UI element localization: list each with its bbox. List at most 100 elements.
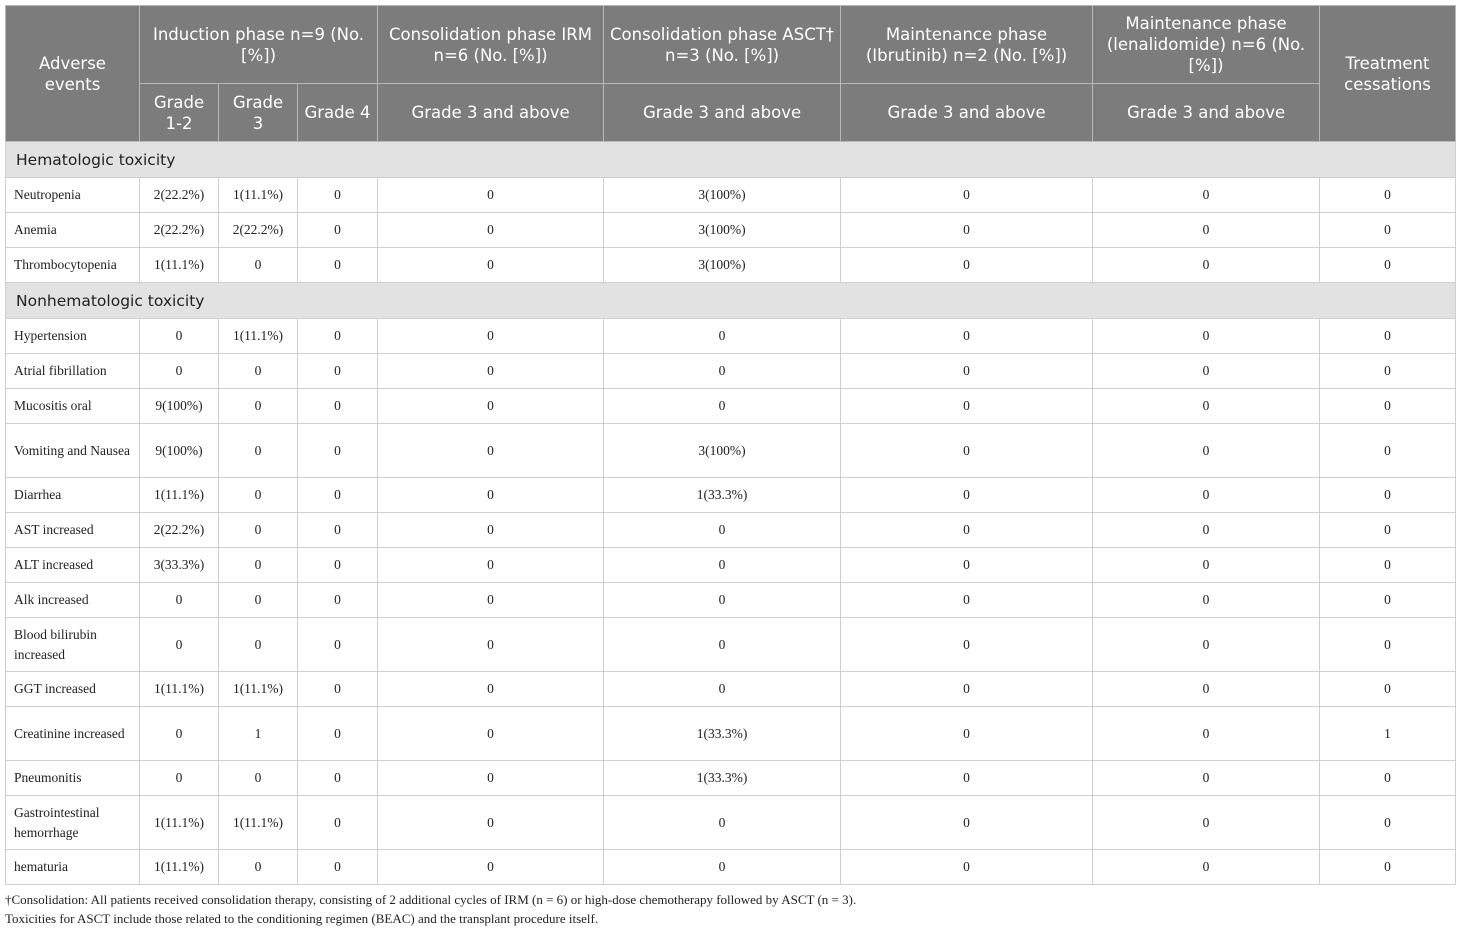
table-cell: 0	[1092, 671, 1321, 707]
table-cell: 1(11.1%)	[139, 849, 219, 885]
table-cell: 0	[296, 177, 379, 213]
table-body: Hematologic toxicity Neutropenia 2(22.2%) 1…	[4, 141, 1457, 885]
table-cell: 0	[377, 582, 605, 618]
table-cell: 0	[840, 582, 1094, 618]
header-adverse-events: Adverse events	[5, 5, 140, 142]
table-cell: 0	[1092, 477, 1321, 513]
adverse-event-name: Hypertension	[5, 318, 140, 354]
table-row: Vomiting and Nausea 9(100%) 0 0 0 3(100%) 0 0 0	[5, 423, 1457, 478]
table-cell: 3(100%)	[603, 177, 842, 213]
table-cell: 0	[377, 353, 605, 389]
table-cell: 0	[1319, 760, 1457, 796]
adverse-event-name: ALT increased	[5, 547, 140, 583]
table-cell: 0	[1319, 353, 1457, 389]
header-grade-1-2: Grade 1-2	[139, 83, 219, 142]
table-cell: 0	[218, 849, 298, 885]
table-cell: 0	[603, 849, 842, 885]
table-cell: 0	[296, 423, 379, 478]
table-cell: 0	[377, 795, 605, 850]
table-cell: 0	[1092, 547, 1321, 583]
table-cell: 0	[296, 477, 379, 513]
header-irm-grade-3-above: Grade 3 and above	[377, 83, 605, 142]
table-cell: 0	[840, 706, 1094, 761]
section-title: Hematologic toxicity	[4, 141, 1457, 178]
table-cell: 0	[1092, 760, 1321, 796]
section-row: Hematologic toxicity	[4, 141, 1457, 178]
table-cell: 1(33.3%)	[603, 706, 842, 761]
table-cell: 0	[296, 212, 379, 248]
footnote-consolidation: †Consolidation: All patients received co…	[5, 892, 857, 907]
header-lenalidomide-grade-3-above: Grade 3 and above	[1092, 83, 1321, 142]
table-cell: 0	[1092, 177, 1321, 213]
table-cell: 9(100%)	[139, 388, 219, 424]
adverse-event-name: Vomiting and Nausea	[5, 423, 140, 478]
table-cell: 0	[296, 617, 379, 672]
table-row: Diarrhea 1(11.1%) 0 0 0 1(33.3%) 0 0 0	[5, 477, 1457, 513]
table-cell: 0	[296, 760, 379, 796]
table-cell: 0	[603, 547, 842, 583]
table-cell: 1(11.1%)	[218, 671, 298, 707]
adverse-event-name: AST increased	[5, 512, 140, 548]
table-cell: 0	[840, 547, 1094, 583]
adverse-event-name: Atrial fibrillation	[5, 353, 140, 389]
table-cell: 0	[218, 617, 298, 672]
adverse-event-name: GGT increased	[5, 671, 140, 707]
table-row: GGT increased 1(11.1%) 1(11.1%) 0 0 0 0 0 0	[5, 671, 1457, 707]
table-cell: 2(22.2%)	[218, 212, 298, 248]
section-row: Nonhematologic toxicity	[4, 282, 1457, 319]
table-cell: 1(11.1%)	[218, 318, 298, 354]
table-cell: 0	[377, 177, 605, 213]
table-cell: 0	[377, 212, 605, 248]
table-cell: 0	[139, 318, 219, 354]
table-cell: 0	[840, 177, 1094, 213]
section-title: Nonhematologic toxicity	[4, 282, 1457, 319]
table-cell: 3(100%)	[603, 212, 842, 248]
table-cell: 0	[840, 795, 1094, 850]
table-cell: 0	[840, 318, 1094, 354]
table-row: Gastrointestinal hemorrhage 1(11.1%) 1(11.…	[5, 795, 1457, 850]
table-cell: 0	[139, 706, 219, 761]
table-cell: 0	[840, 671, 1094, 707]
table-cell: 0	[139, 582, 219, 618]
header-consolidation-irm: Consolidation phase IRM n=6 (No. [%])	[377, 5, 605, 84]
adverse-event-name: Diarrhea	[5, 477, 140, 513]
table-cell: 1(11.1%)	[139, 671, 219, 707]
table-cell: 0	[840, 247, 1094, 283]
table-cell: 0	[296, 795, 379, 850]
table-cell: 0	[377, 671, 605, 707]
table-row: Creatinine increased 0 1 0 0 1(33.3%) 0 0 1	[5, 706, 1457, 761]
table-row: Mucositis oral 9(100%) 0 0 0 0 0 0 0	[5, 388, 1457, 424]
adverse-event-name: Pneumonitis	[5, 760, 140, 796]
table-cell: 0	[1319, 849, 1457, 885]
table-cell: 0	[218, 512, 298, 548]
table-cell: 0	[296, 706, 379, 761]
table-cell: 0	[296, 582, 379, 618]
table-cell: 0	[296, 849, 379, 885]
table-cell: 2(22.2%)	[139, 212, 219, 248]
table-cell: 0	[1092, 318, 1321, 354]
table-cell: 0	[1092, 849, 1321, 885]
adverse-event-name: Creatinine increased	[5, 706, 140, 761]
table-row: Thrombocytopenia 1(11.1%) 0 0 0 3(100%) 0 0 0	[5, 247, 1457, 283]
table-cell: 0	[1319, 318, 1457, 354]
table-cell: 0	[1092, 512, 1321, 548]
adverse-event-name: Neutropenia	[5, 177, 140, 213]
table-cell: 1(33.3%)	[603, 477, 842, 513]
header-induction: Induction phase n=9 (No. [%])	[138, 5, 379, 84]
table-row: Atrial fibrillation 0 0 0 0 0 0 0 0	[5, 353, 1457, 389]
table-cell: 0	[218, 353, 298, 389]
table-cell: 3(100%)	[603, 423, 842, 478]
table-cell: 0	[1319, 617, 1457, 672]
table-cell: 0	[377, 318, 605, 354]
adverse-event-name: Mucositis oral	[5, 388, 140, 424]
table-cell: 0	[377, 477, 605, 513]
table-cell: 0	[377, 849, 605, 885]
table-cell: 0	[218, 477, 298, 513]
table-cell: 1	[1319, 706, 1457, 761]
table-cell: 3(33.3%)	[139, 547, 219, 583]
table-cell: 0	[296, 353, 379, 389]
table-cell: 0	[840, 760, 1094, 796]
adverse-event-name: Thrombocytopenia	[5, 247, 140, 283]
table-cell: 0	[218, 388, 298, 424]
table-cell: 1(11.1%)	[139, 795, 219, 850]
